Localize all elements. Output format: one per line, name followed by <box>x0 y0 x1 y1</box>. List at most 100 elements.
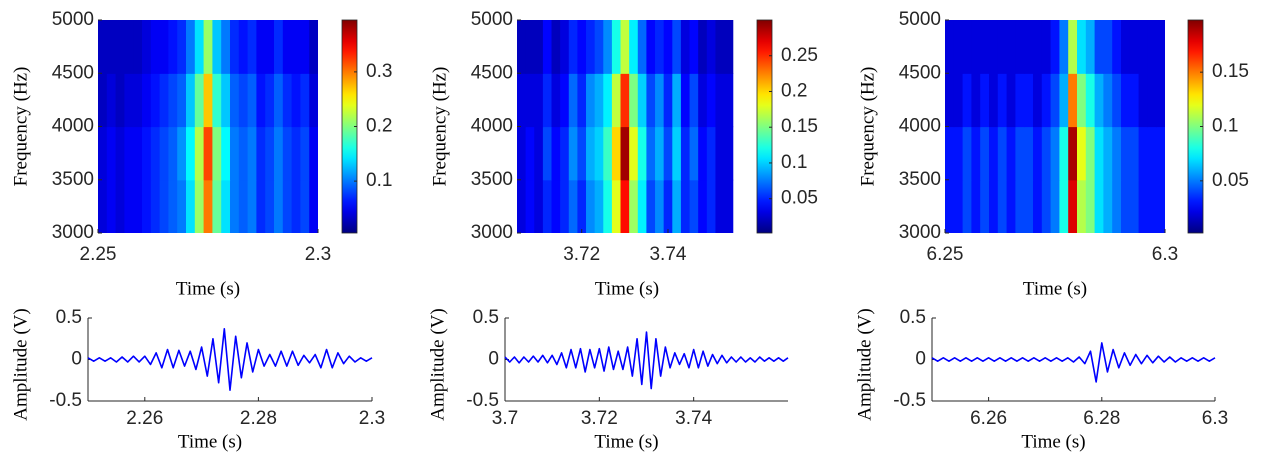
y-tick-label: 4500 <box>899 62 941 83</box>
heatmap-cell <box>997 126 1008 181</box>
heatmap-cell <box>620 126 630 181</box>
heatmap-cell <box>997 179 1008 233</box>
heatmap-cell <box>98 73 108 128</box>
heatmap-cell <box>247 179 257 233</box>
heatmap-cell <box>603 20 613 74</box>
colorbar <box>756 19 773 234</box>
heatmap-cell <box>1103 179 1113 233</box>
heatmap-cell <box>629 73 639 128</box>
heatmap-cell <box>698 73 708 128</box>
heatmap-cell <box>560 73 570 128</box>
waveform-line <box>87 327 373 392</box>
heatmap-cell <box>300 20 310 74</box>
heatmap-cell <box>159 179 169 233</box>
y-tick-label: 3500 <box>52 169 94 190</box>
heatmap-cell <box>194 73 205 128</box>
heatmap-cell <box>265 126 275 181</box>
heatmap-cell <box>256 179 266 233</box>
heatmap-cell <box>534 179 544 233</box>
heatmap-cell <box>945 20 955 74</box>
heatmap-cell <box>715 20 725 74</box>
heatmap-cell <box>300 179 310 233</box>
heatmap-cell <box>124 20 134 74</box>
heatmap-cell <box>309 73 318 128</box>
heatmap-cell <box>212 20 222 74</box>
heatmap-cell <box>680 73 691 128</box>
heatmap-cell <box>724 126 734 181</box>
y-tick-label: 3500 <box>899 169 941 190</box>
heatmap-cell <box>989 73 999 128</box>
heatmap-cell <box>646 179 656 233</box>
heatmap-cell <box>106 126 117 181</box>
heatmap-cell <box>115 179 125 233</box>
heatmap-cell <box>672 20 682 74</box>
heatmap-cell <box>945 179 955 233</box>
heatmap-cell <box>980 73 990 128</box>
heatmap-cell <box>1147 73 1157 128</box>
heatmap-cell <box>517 179 527 233</box>
y-tick-label: 5000 <box>471 9 513 30</box>
heatmap-cell <box>1024 179 1034 233</box>
heatmap-cell <box>106 73 117 128</box>
heatmap-cell <box>568 20 578 74</box>
heatmap-cell <box>962 126 972 181</box>
heatmap-cell <box>1094 179 1104 233</box>
heatmap-cell <box>1094 126 1104 181</box>
heatmap-cell <box>150 126 161 181</box>
heatmap-cell <box>1138 179 1148 233</box>
heatmap-cell <box>221 126 231 181</box>
heatmap-cell <box>133 179 143 233</box>
heatmap-cell <box>1050 179 1060 233</box>
heatmap-cell <box>945 126 955 181</box>
heatmap-cell <box>594 20 604 74</box>
heatmap-cell <box>542 179 553 233</box>
heatmap-cell <box>953 179 964 233</box>
heatmap-cell <box>542 126 553 181</box>
heatmap-cell <box>221 179 231 233</box>
heatmap-cell <box>672 126 682 181</box>
heatmap-cell <box>646 73 656 128</box>
heatmap-cell <box>1156 126 1165 181</box>
heatmap-cell <box>265 179 275 233</box>
heatmap-cells <box>517 20 734 233</box>
heatmap-cell <box>186 73 196 128</box>
x-tick-label: 3.74 <box>649 244 686 265</box>
heatmap-cell <box>1068 126 1078 181</box>
heatmap-cell <box>672 73 682 128</box>
heatmap-cell <box>655 20 665 74</box>
heatmap-cell <box>1033 179 1043 233</box>
heatmap-cell <box>1006 179 1016 233</box>
heatmap-cell <box>212 73 222 128</box>
heatmap-cell <box>177 179 187 233</box>
heatmap-cell <box>971 20 981 74</box>
y-tick-label: 3000 <box>471 222 513 243</box>
heatmap-cell <box>1050 126 1060 181</box>
heatmap-cell <box>1147 126 1157 181</box>
heatmap-cell <box>177 20 187 74</box>
heatmap-cell <box>168 73 178 128</box>
heatmap-cell <box>1112 73 1122 128</box>
heatmap-cell <box>230 73 240 128</box>
heatmap-cell <box>265 73 275 128</box>
heatmap-cell <box>620 20 630 74</box>
x-axis-label: Time (s) <box>595 278 659 299</box>
heatmap-cell <box>133 20 143 74</box>
heatmap-cell <box>637 20 648 74</box>
heatmap-cell <box>1059 20 1069 74</box>
heatmap-cell <box>637 179 648 233</box>
heatmap-cell <box>594 126 604 181</box>
heatmap-cell <box>194 126 205 181</box>
heatmap-cell <box>1103 20 1113 74</box>
heatmap-cell <box>1094 20 1104 74</box>
x-tick-label: 6.26 <box>970 408 1007 429</box>
y-axis-label: Amplitude (V) <box>10 308 31 420</box>
heatmap-cell <box>1094 73 1104 128</box>
colorbar-tick-label: 0.2 <box>781 80 807 101</box>
heatmap-cell <box>282 126 293 181</box>
heatmap-cell <box>1015 126 1025 181</box>
heatmap-cell <box>689 73 699 128</box>
heatmap-cell <box>603 126 613 181</box>
heatmap-cell <box>1068 179 1078 233</box>
x-tick-label: 2.26 <box>126 408 163 429</box>
